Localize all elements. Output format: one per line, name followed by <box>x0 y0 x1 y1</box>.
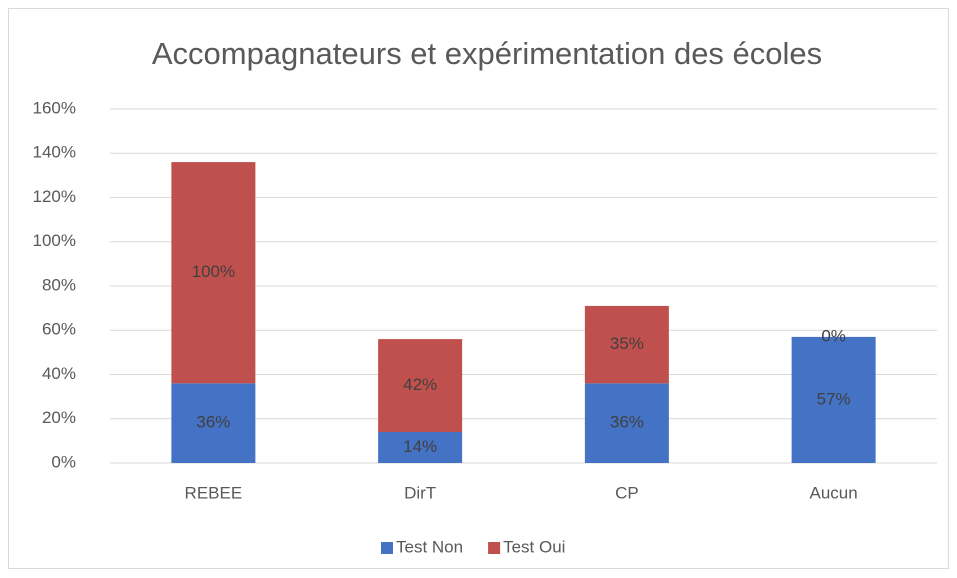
bar-segment <box>378 339 463 433</box>
legend-swatch <box>381 542 393 554</box>
chart-title: Accompagnateurs et expérimentation des é… <box>152 36 822 71</box>
legend-label: Test Oui <box>503 537 565 556</box>
y-tick-label: 20% <box>42 408 76 427</box>
y-tick-label: 60% <box>42 320 76 339</box>
bar-segment <box>171 383 256 463</box>
y-tick-label: 100% <box>33 231 76 250</box>
x-tick-label: Aucun <box>810 483 858 502</box>
y-tick-label: 0% <box>51 452 76 471</box>
chart-frame <box>8 8 949 569</box>
bar-segment <box>378 432 463 463</box>
bar-segment <box>584 305 669 384</box>
y-tick-label: 140% <box>33 143 76 162</box>
y-tick-label: 160% <box>33 98 76 117</box>
data-label: 14% <box>403 437 437 456</box>
data-label: 100% <box>192 262 235 281</box>
data-label: 0% <box>821 326 846 345</box>
data-label: 36% <box>196 413 230 432</box>
x-tick-label: DirT <box>404 483 436 502</box>
x-tick-label: CP <box>615 483 639 502</box>
y-tick-label: 40% <box>42 364 76 383</box>
bar-segment <box>171 162 256 384</box>
y-tick-label: 120% <box>33 187 76 206</box>
data-label: 36% <box>610 413 644 432</box>
bar-segment <box>584 383 669 463</box>
bar-segment <box>791 336 876 463</box>
data-label: 35% <box>610 334 644 353</box>
x-tick-label: REBEE <box>185 483 243 502</box>
y-tick-label: 80% <box>42 275 76 294</box>
data-label: 57% <box>817 389 851 408</box>
legend-swatch <box>488 542 501 554</box>
legend-label: Test Non <box>396 537 463 556</box>
data-label: 42% <box>403 375 437 394</box>
